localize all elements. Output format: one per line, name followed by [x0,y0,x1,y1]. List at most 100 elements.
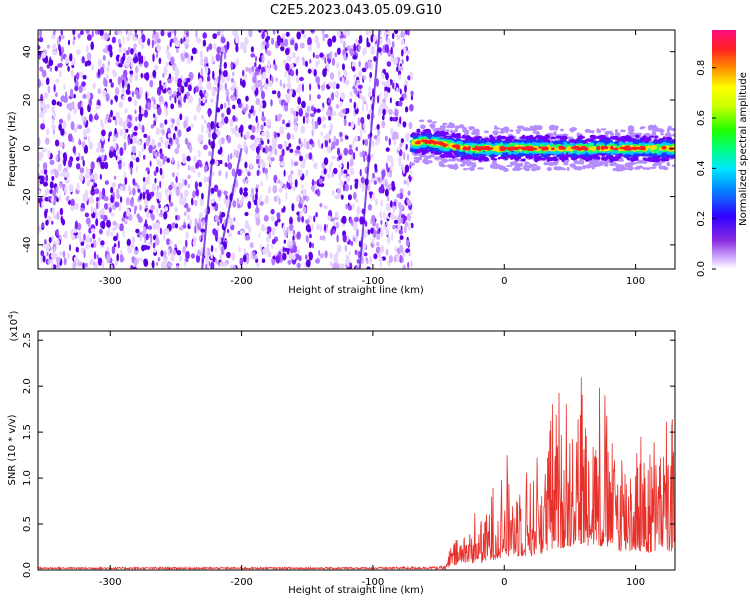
noise-cell [98,228,103,235]
noise-cell [313,162,318,170]
noise-cell [334,211,339,219]
noise-cell [301,100,306,109]
noise-cell [282,83,286,89]
noise-cell [325,132,331,141]
noise-cell [343,147,349,156]
noise-cell [77,33,81,39]
noise-cell [332,262,338,269]
noise-cell [147,38,151,46]
noise-cell [293,117,298,126]
noise-cell [194,199,198,207]
noise-cell [138,150,142,158]
noise-cell [108,113,111,123]
noise-cell [51,99,57,106]
noise-cell [392,131,398,140]
noise-cell [176,250,182,256]
noise-cell [76,234,79,240]
noise-cell [86,60,92,66]
noise-cell [365,103,368,112]
noise-cell [381,169,386,178]
noise-cell [129,138,133,145]
noise-cell [217,149,222,155]
noise-cell [156,261,159,266]
noise-cell [262,40,267,46]
signal-cell [550,136,557,140]
signal-cell [462,127,466,133]
noise-cell [349,48,354,56]
signal-cell [649,152,655,158]
signal-cell [633,166,641,170]
noise-cell [336,30,341,38]
noise-cell [273,196,278,202]
noise-cell [305,219,310,225]
noise-cell [60,54,64,62]
noise-cell [289,176,293,182]
noise-cell [229,264,234,269]
noise-cell [268,145,273,152]
noise-cell [86,127,91,134]
signal-cell [642,135,647,139]
noise-cell [249,109,254,114]
noise-cell [407,75,411,81]
noise-cell [253,137,258,147]
noise-cell [243,140,247,150]
noise-cell [305,259,311,268]
noise-cell [403,225,407,234]
noise-cell [41,52,46,59]
noise-cell [355,265,359,269]
signal-cell [624,137,631,140]
noise-cell [121,86,126,94]
noise-cell [129,70,134,75]
noise-cell [134,73,139,82]
noise-cell [117,30,123,35]
noise-cell [153,64,159,71]
signal-cell [578,135,583,140]
noise-cell [205,92,209,97]
signal-cell [560,128,564,132]
noise-cell [358,60,361,68]
noise-cell [401,58,404,65]
noise-cell [352,222,358,231]
noise-cell [379,245,385,253]
noise-cell [131,154,136,161]
noise-cell [219,122,223,129]
noise-cell [345,135,349,140]
noise-cell [212,33,217,40]
noise-cell [369,191,372,199]
signal-cell [462,168,469,171]
noise-cell [98,190,103,200]
noise-cell [64,185,68,195]
noise-cell [169,240,173,246]
noise-cell [135,228,140,234]
noise-cell [306,116,309,125]
noise-cell [402,121,407,128]
noise-cell [398,100,403,107]
signal-cell [516,125,523,130]
signal-cell [475,136,483,139]
signal-cell [499,166,506,169]
noise-cell [132,33,136,41]
noise-cell [172,249,176,256]
noise-cell [248,30,253,38]
signal-cell [462,134,466,139]
noise-cell [65,178,70,184]
noise-cell [307,36,312,46]
noise-cell [155,127,160,135]
noise-cell [282,119,285,125]
noise-cell [177,182,182,191]
noise-cell [300,190,303,195]
noise-cell [199,197,204,207]
signal-cell [670,127,675,132]
noise-cell [144,219,148,226]
noise-cell [223,197,227,204]
signal-cell [432,121,437,124]
signal-cell [409,162,415,167]
noise-cell [203,119,207,124]
noise-cell [251,84,256,92]
signal-cell [647,156,652,162]
signal-cell [440,164,447,168]
noise-cell [242,178,246,184]
noise-cell [404,221,409,228]
noise-cell [162,73,165,78]
noise-cell [376,135,381,144]
